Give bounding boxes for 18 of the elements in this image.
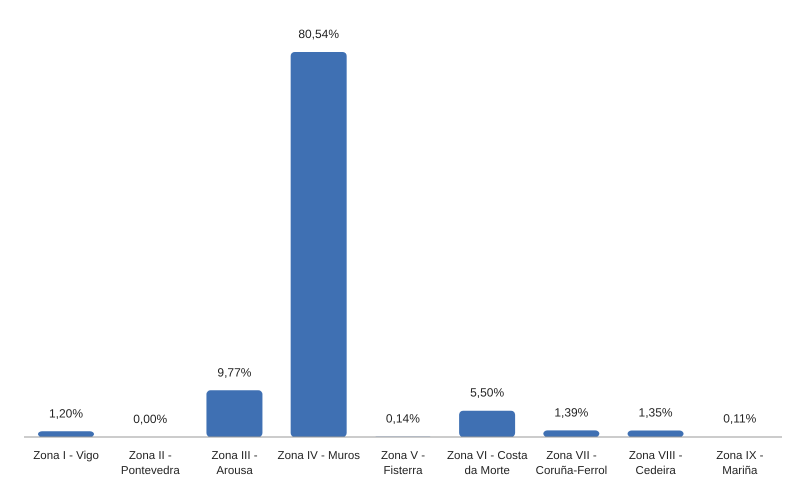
x-tick-label: Zona VII - Coruña-Ferrol	[536, 450, 608, 477]
data-label: 1,39%	[554, 405, 589, 420]
data-label: 9,77%	[217, 365, 252, 380]
data-label: 0,00%	[133, 412, 168, 426]
x-tick-label: Zona IX - Mariña	[716, 450, 764, 477]
data-label: 80,54%	[298, 27, 340, 41]
x-tick-label: Zona IV - Muros	[278, 450, 360, 462]
data-label: 1,35%	[638, 406, 673, 420]
data-label: 0,14%	[386, 411, 420, 426]
x-tick-label: Zona VI - Costa da Morte	[446, 450, 528, 477]
x-tick-label: Zona I - Vigo	[33, 450, 99, 462]
data-label: 5,50%	[470, 386, 504, 400]
x-tick-label: Zona V - Fisterra	[380, 450, 426, 477]
x-tick-label: Zona VIII - Cedeira	[628, 450, 683, 477]
x-tick-label: Zona II - Pontevedra	[120, 450, 180, 477]
data-label: 1,20%	[48, 406, 84, 420]
x-tick-label: Zona III - Arousa	[212, 450, 258, 477]
data-label: 0,11%	[723, 411, 757, 426]
